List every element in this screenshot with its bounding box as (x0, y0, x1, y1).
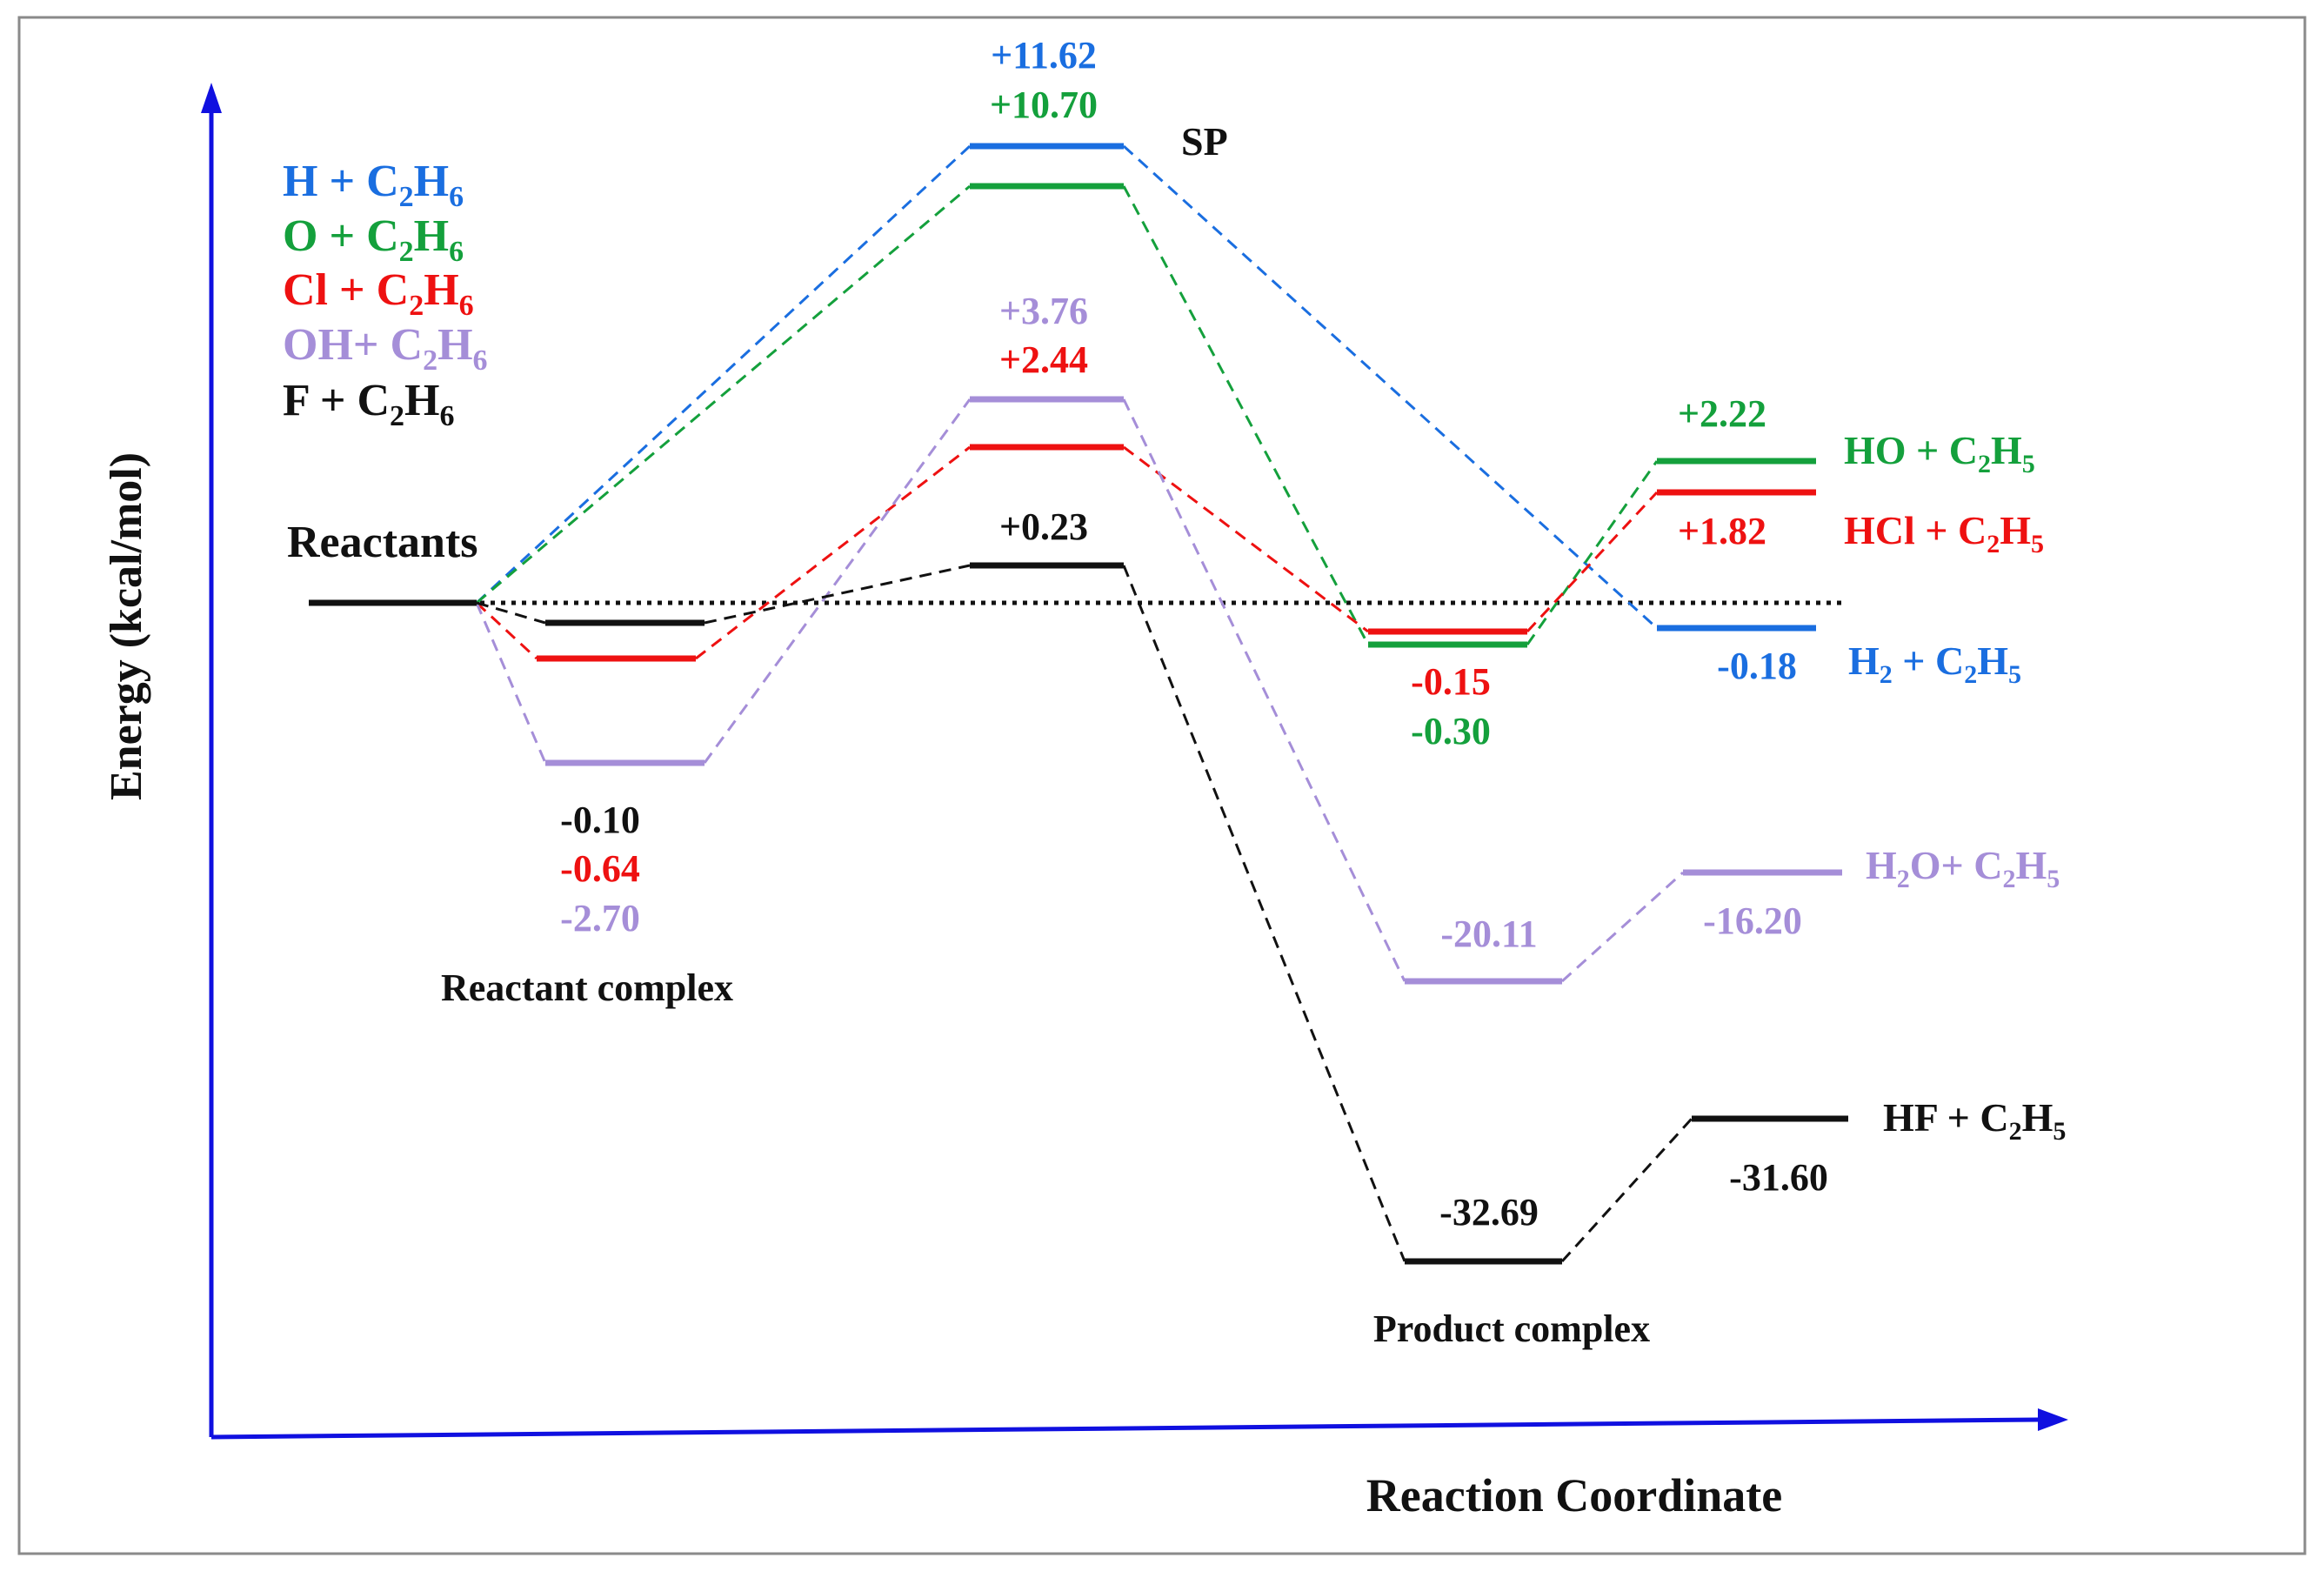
oh-connector (475, 398, 1685, 983)
x-axis (210, 1417, 2040, 1440)
product-name-cl: HCl + C2H5 (1844, 508, 2044, 558)
x-axis-arrowhead (2038, 1408, 2068, 1431)
product-names: HO + C2H5 HCl + C2H5 H2 + C2H5 H2O+ C2H5… (1844, 428, 2066, 1146)
value-o-products: +2.22 (1678, 392, 1766, 435)
value-f-pc: -32.69 (1439, 1191, 1539, 1234)
value-cl-pc: -0.15 (1411, 660, 1491, 703)
figure-frame (17, 16, 2307, 1555)
value-o-sp: +10.70 (990, 84, 1098, 126)
value-o-pc: -0.30 (1411, 710, 1491, 752)
h-connector (475, 144, 1659, 630)
value-f-products: -31.60 (1729, 1156, 1828, 1199)
product-name-h: H2 + C2H5 (1848, 639, 2021, 689)
connectors (475, 144, 1693, 1263)
product-name-oh: H2O+ C2H5 (1866, 843, 2060, 893)
value-cl-products: +1.82 (1678, 510, 1766, 552)
legend-entry-f: F + C2H6 (283, 376, 454, 432)
energy-levels (309, 143, 1848, 1265)
sp-label: SP (1181, 119, 1228, 164)
legend-entry-h: H + C2H6 (283, 157, 464, 213)
value-cl-rc: -0.64 (560, 847, 640, 890)
value-cl-sp: +2.44 (999, 338, 1088, 381)
value-f-rc: -0.10 (560, 799, 640, 841)
value-h-products: -0.18 (1717, 645, 1797, 687)
cl-connector (475, 445, 1659, 660)
legend-entry-oh: OH+ C2H6 (283, 320, 488, 377)
reactant-complex-label: Reactant complex (441, 966, 733, 1009)
y-axis-label: Energy (kcal/mol) (102, 452, 151, 800)
value-oh-pc: -20.11 (1440, 913, 1537, 955)
legend-entry-o: O + C2H6 (283, 211, 464, 268)
value-oh-products: -16.20 (1703, 899, 1802, 942)
product-name-f: HF + C2H5 (1883, 1095, 2066, 1146)
product-name-o: HO + C2H5 (1844, 428, 2035, 478)
o-connector (476, 184, 1659, 645)
energy-values: +11.62 +10.70 +3.76 +2.44 +0.23 -0.10 -0… (560, 34, 1828, 1234)
value-h-sp: +11.62 (991, 34, 1097, 77)
value-oh-sp: +3.76 (999, 290, 1088, 332)
value-oh-rc: -2.70 (560, 897, 640, 939)
x-axis-label: Reaction Coordinate (1366, 1469, 1782, 1521)
legend: H + C2H6 O + C2H6 Cl + C2H6 OH+ C2H6 F +… (283, 157, 488, 432)
value-f-sp: +0.23 (999, 505, 1088, 548)
product-complex-label: Product complex (1373, 1307, 1650, 1350)
reactants-label: Reactants (287, 518, 478, 567)
legend-entry-cl: Cl + C2H6 (283, 265, 474, 322)
y-axis-arrowhead (201, 83, 222, 113)
